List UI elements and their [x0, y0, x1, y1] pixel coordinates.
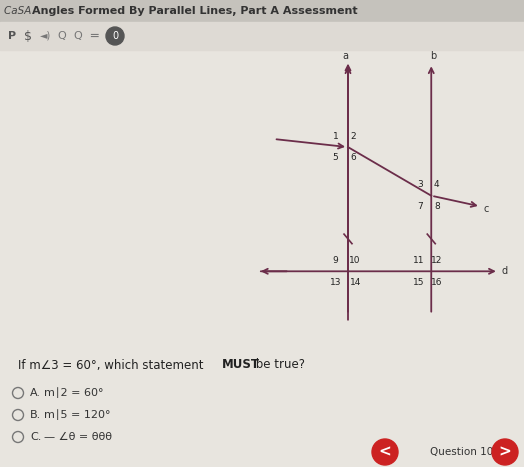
Circle shape — [106, 27, 124, 45]
Text: 8: 8 — [434, 202, 440, 211]
Text: 2: 2 — [351, 132, 356, 141]
Text: ═: ═ — [90, 29, 97, 42]
Text: 4: 4 — [434, 180, 440, 190]
Text: A.: A. — [30, 388, 41, 398]
Text: Question 10 -: Question 10 - — [430, 447, 500, 457]
Text: 11: 11 — [413, 256, 424, 265]
Text: 16: 16 — [431, 277, 443, 287]
Text: — ∠θ = θθθ: — ∠θ = θθθ — [44, 432, 112, 442]
Text: 12: 12 — [431, 256, 443, 265]
Text: b: b — [430, 51, 436, 61]
Text: $: $ — [24, 29, 32, 42]
Text: Q: Q — [73, 31, 82, 41]
Text: 5: 5 — [333, 153, 339, 163]
Text: a: a — [343, 51, 349, 61]
Text: MUST: MUST — [222, 359, 260, 372]
Text: CaSA: CaSA — [4, 6, 35, 16]
Text: Q: Q — [57, 31, 66, 41]
Text: <: < — [379, 445, 391, 460]
Text: m∣5 = 120°: m∣5 = 120° — [44, 410, 111, 420]
Bar — [0, 22, 524, 50]
Text: If m∠3 = 60°, which statement: If m∠3 = 60°, which statement — [18, 359, 208, 372]
Text: m∣2 = 60°: m∣2 = 60° — [44, 388, 104, 398]
Text: be true?: be true? — [252, 359, 305, 372]
Text: 7: 7 — [417, 202, 423, 211]
Bar — [0, 0, 524, 22]
Text: 15: 15 — [413, 277, 424, 287]
Text: C.: C. — [30, 432, 41, 442]
Text: Angles Formed By Parallel Lines, Part A Assessment: Angles Formed By Parallel Lines, Part A … — [32, 6, 357, 16]
Circle shape — [492, 439, 518, 465]
Text: 9: 9 — [333, 256, 339, 265]
Text: P: P — [8, 31, 16, 41]
Text: >: > — [499, 445, 511, 460]
Text: 10: 10 — [350, 256, 361, 265]
Text: B.: B. — [30, 410, 41, 420]
Text: 0: 0 — [112, 31, 118, 41]
Text: 6: 6 — [351, 153, 356, 163]
Text: 1: 1 — [333, 132, 339, 141]
Text: ◄): ◄) — [40, 31, 51, 41]
Text: 13: 13 — [330, 277, 341, 287]
Text: d: d — [501, 266, 507, 276]
Text: 14: 14 — [350, 277, 361, 287]
Text: 3: 3 — [417, 180, 423, 190]
Text: c: c — [483, 204, 488, 214]
Circle shape — [372, 439, 398, 465]
